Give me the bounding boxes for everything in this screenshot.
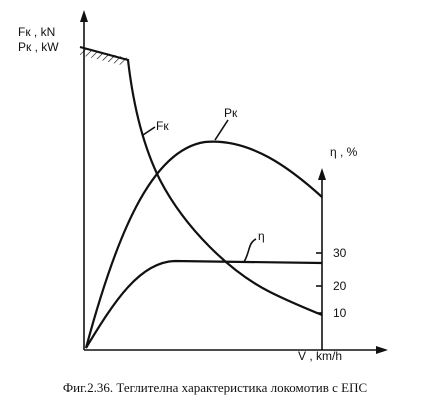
- tick-label: 10: [333, 306, 347, 320]
- curves: [79, 45, 323, 349]
- curve-label: Pк: [224, 106, 238, 120]
- tick-label: 30: [333, 246, 347, 260]
- axis-label: Pк , kW: [18, 40, 59, 54]
- force-curve: [79, 45, 323, 317]
- axis-label: V , km/h: [298, 349, 342, 363]
- tick-label: 20: [333, 279, 347, 293]
- axis-label: Fк , kN: [18, 25, 55, 39]
- caption: Фиг.2.36. Теглителна характеристика локо…: [63, 380, 367, 395]
- power-curve: [84, 140, 323, 349]
- efficiency-curve: [85, 259, 323, 349]
- axis-label: η , %: [330, 145, 358, 159]
- curve-label: Fк: [156, 119, 169, 133]
- axes: [80, 10, 388, 354]
- curve-label: η: [258, 229, 265, 243]
